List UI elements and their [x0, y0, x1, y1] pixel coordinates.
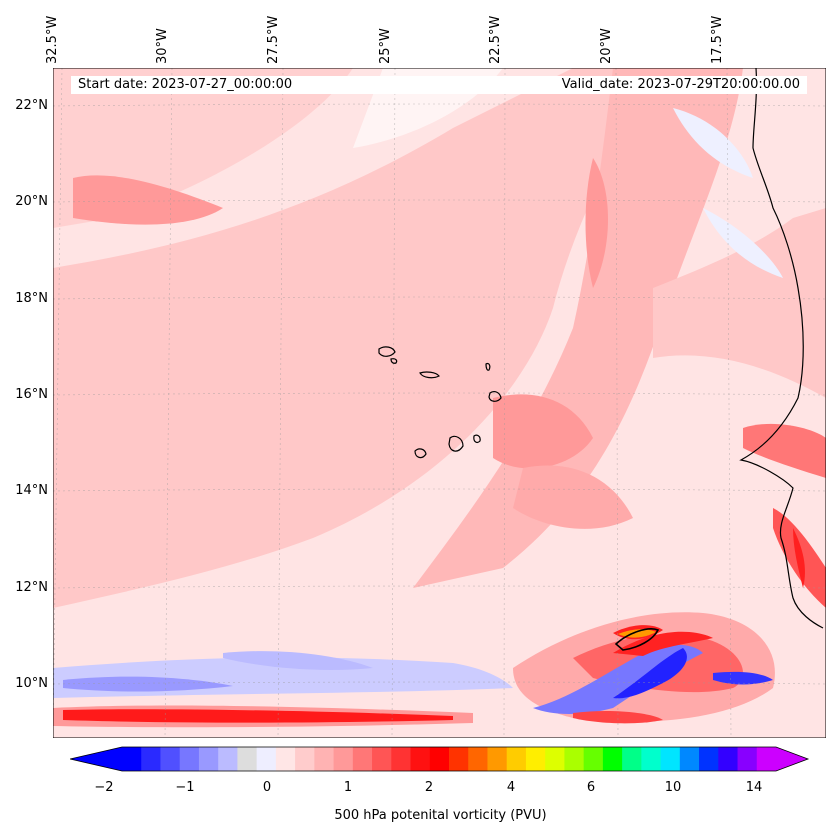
info-bar: Start date: 2023-07-27_00:00:00 Valid_da… — [71, 76, 807, 94]
cbar-tick-4: 4 — [506, 780, 516, 795]
gridlines — [53, 68, 826, 738]
peak-contour — [614, 628, 660, 651]
cbar-tick-2: 2 — [424, 780, 434, 795]
cbar-tick-0: 0 — [262, 780, 272, 795]
colorbar — [70, 746, 810, 772]
cbar-tick-6: 6 — [586, 780, 596, 795]
cape-verde-islands — [378, 346, 502, 459]
colorbar-extend-high — [776, 747, 808, 771]
colorbar-swatch — [468, 747, 488, 771]
colorbar-extend-low — [70, 747, 122, 771]
colorbar-swatch — [583, 747, 604, 771]
colorbar-swatch — [391, 747, 412, 771]
cbar-tick-m1: −1 — [175, 780, 195, 795]
colorbar-swatch — [564, 747, 585, 771]
cbar-tick-1: 1 — [343, 780, 353, 795]
lon-label-17-5w: 17.5°W — [710, 15, 725, 64]
lon-label-22-5w: 22.5°W — [488, 15, 503, 64]
cbar-tick-10: 10 — [664, 780, 682, 795]
colorbar-swatch — [122, 747, 142, 771]
lon-label-32-5w: 32.5°W — [45, 15, 60, 64]
lat-label-18n: 18°N — [15, 291, 48, 306]
colorbar-title: 500 hPa potenital vorticity (PVU) — [334, 808, 547, 823]
lon-label-30w: 30°W — [155, 28, 170, 64]
colorbar-swatch — [429, 747, 450, 771]
colorbar-swatch — [198, 747, 219, 771]
colorbar-swatch — [679, 747, 700, 771]
colorbar-swatch — [314, 747, 335, 771]
lat-label-20n: 20°N — [15, 194, 48, 209]
lat-label-22n: 22°N — [15, 98, 48, 113]
colorbar-swatch — [275, 747, 296, 771]
colorbar-swatch — [449, 747, 469, 771]
lon-label-25w: 25°W — [378, 28, 393, 64]
pv-map — [53, 68, 826, 738]
lat-label-16n: 16°N — [15, 387, 48, 402]
colorbar-swatch — [660, 747, 681, 771]
lat-label-12n: 12°N — [15, 580, 48, 595]
colorbar-swatch — [718, 747, 739, 771]
colorbar-swatch — [333, 747, 354, 771]
colorbar-swatch — [295, 747, 315, 771]
cbar-tick-14: 14 — [745, 780, 763, 795]
colorbar-swatch — [525, 747, 546, 771]
start-date: Start date: 2023-07-27_00:00:00 — [78, 77, 293, 92]
colorbar-swatch — [641, 747, 662, 771]
colorbar-swatch — [218, 747, 238, 771]
coastline — [739, 68, 824, 629]
colorbar-swatch — [487, 747, 508, 771]
colorbar-swatch — [256, 747, 277, 771]
colorbar-swatch — [410, 747, 431, 771]
colorbar-swatch — [506, 747, 527, 771]
colorbar-swatch — [622, 747, 642, 771]
colorbar-swatch — [756, 747, 777, 771]
colorbar-swatch — [372, 747, 392, 771]
colorbar-swatch — [237, 747, 258, 771]
lon-label-27-5w: 27.5°W — [266, 15, 281, 64]
lon-label-20w: 20°W — [599, 28, 614, 64]
lat-label-14n: 14°N — [15, 483, 48, 498]
colorbar-outline — [70, 746, 810, 772]
colorbar-swatch — [699, 747, 719, 771]
cbar-tick-m2: −2 — [94, 780, 114, 795]
lat-label-10n: 10°N — [15, 676, 48, 691]
valid-date: Valid_date: 2023-07-29T20:00:00.00 — [561, 77, 800, 92]
colorbar-swatch — [352, 747, 373, 771]
colorbar-swatch — [179, 747, 200, 771]
colorbar-swatch — [160, 747, 181, 771]
colorbar-swatch — [141, 747, 161, 771]
colorbar-swatch — [737, 747, 758, 771]
colorbar-swatch — [545, 747, 565, 771]
colorbar-swatch — [602, 747, 623, 771]
